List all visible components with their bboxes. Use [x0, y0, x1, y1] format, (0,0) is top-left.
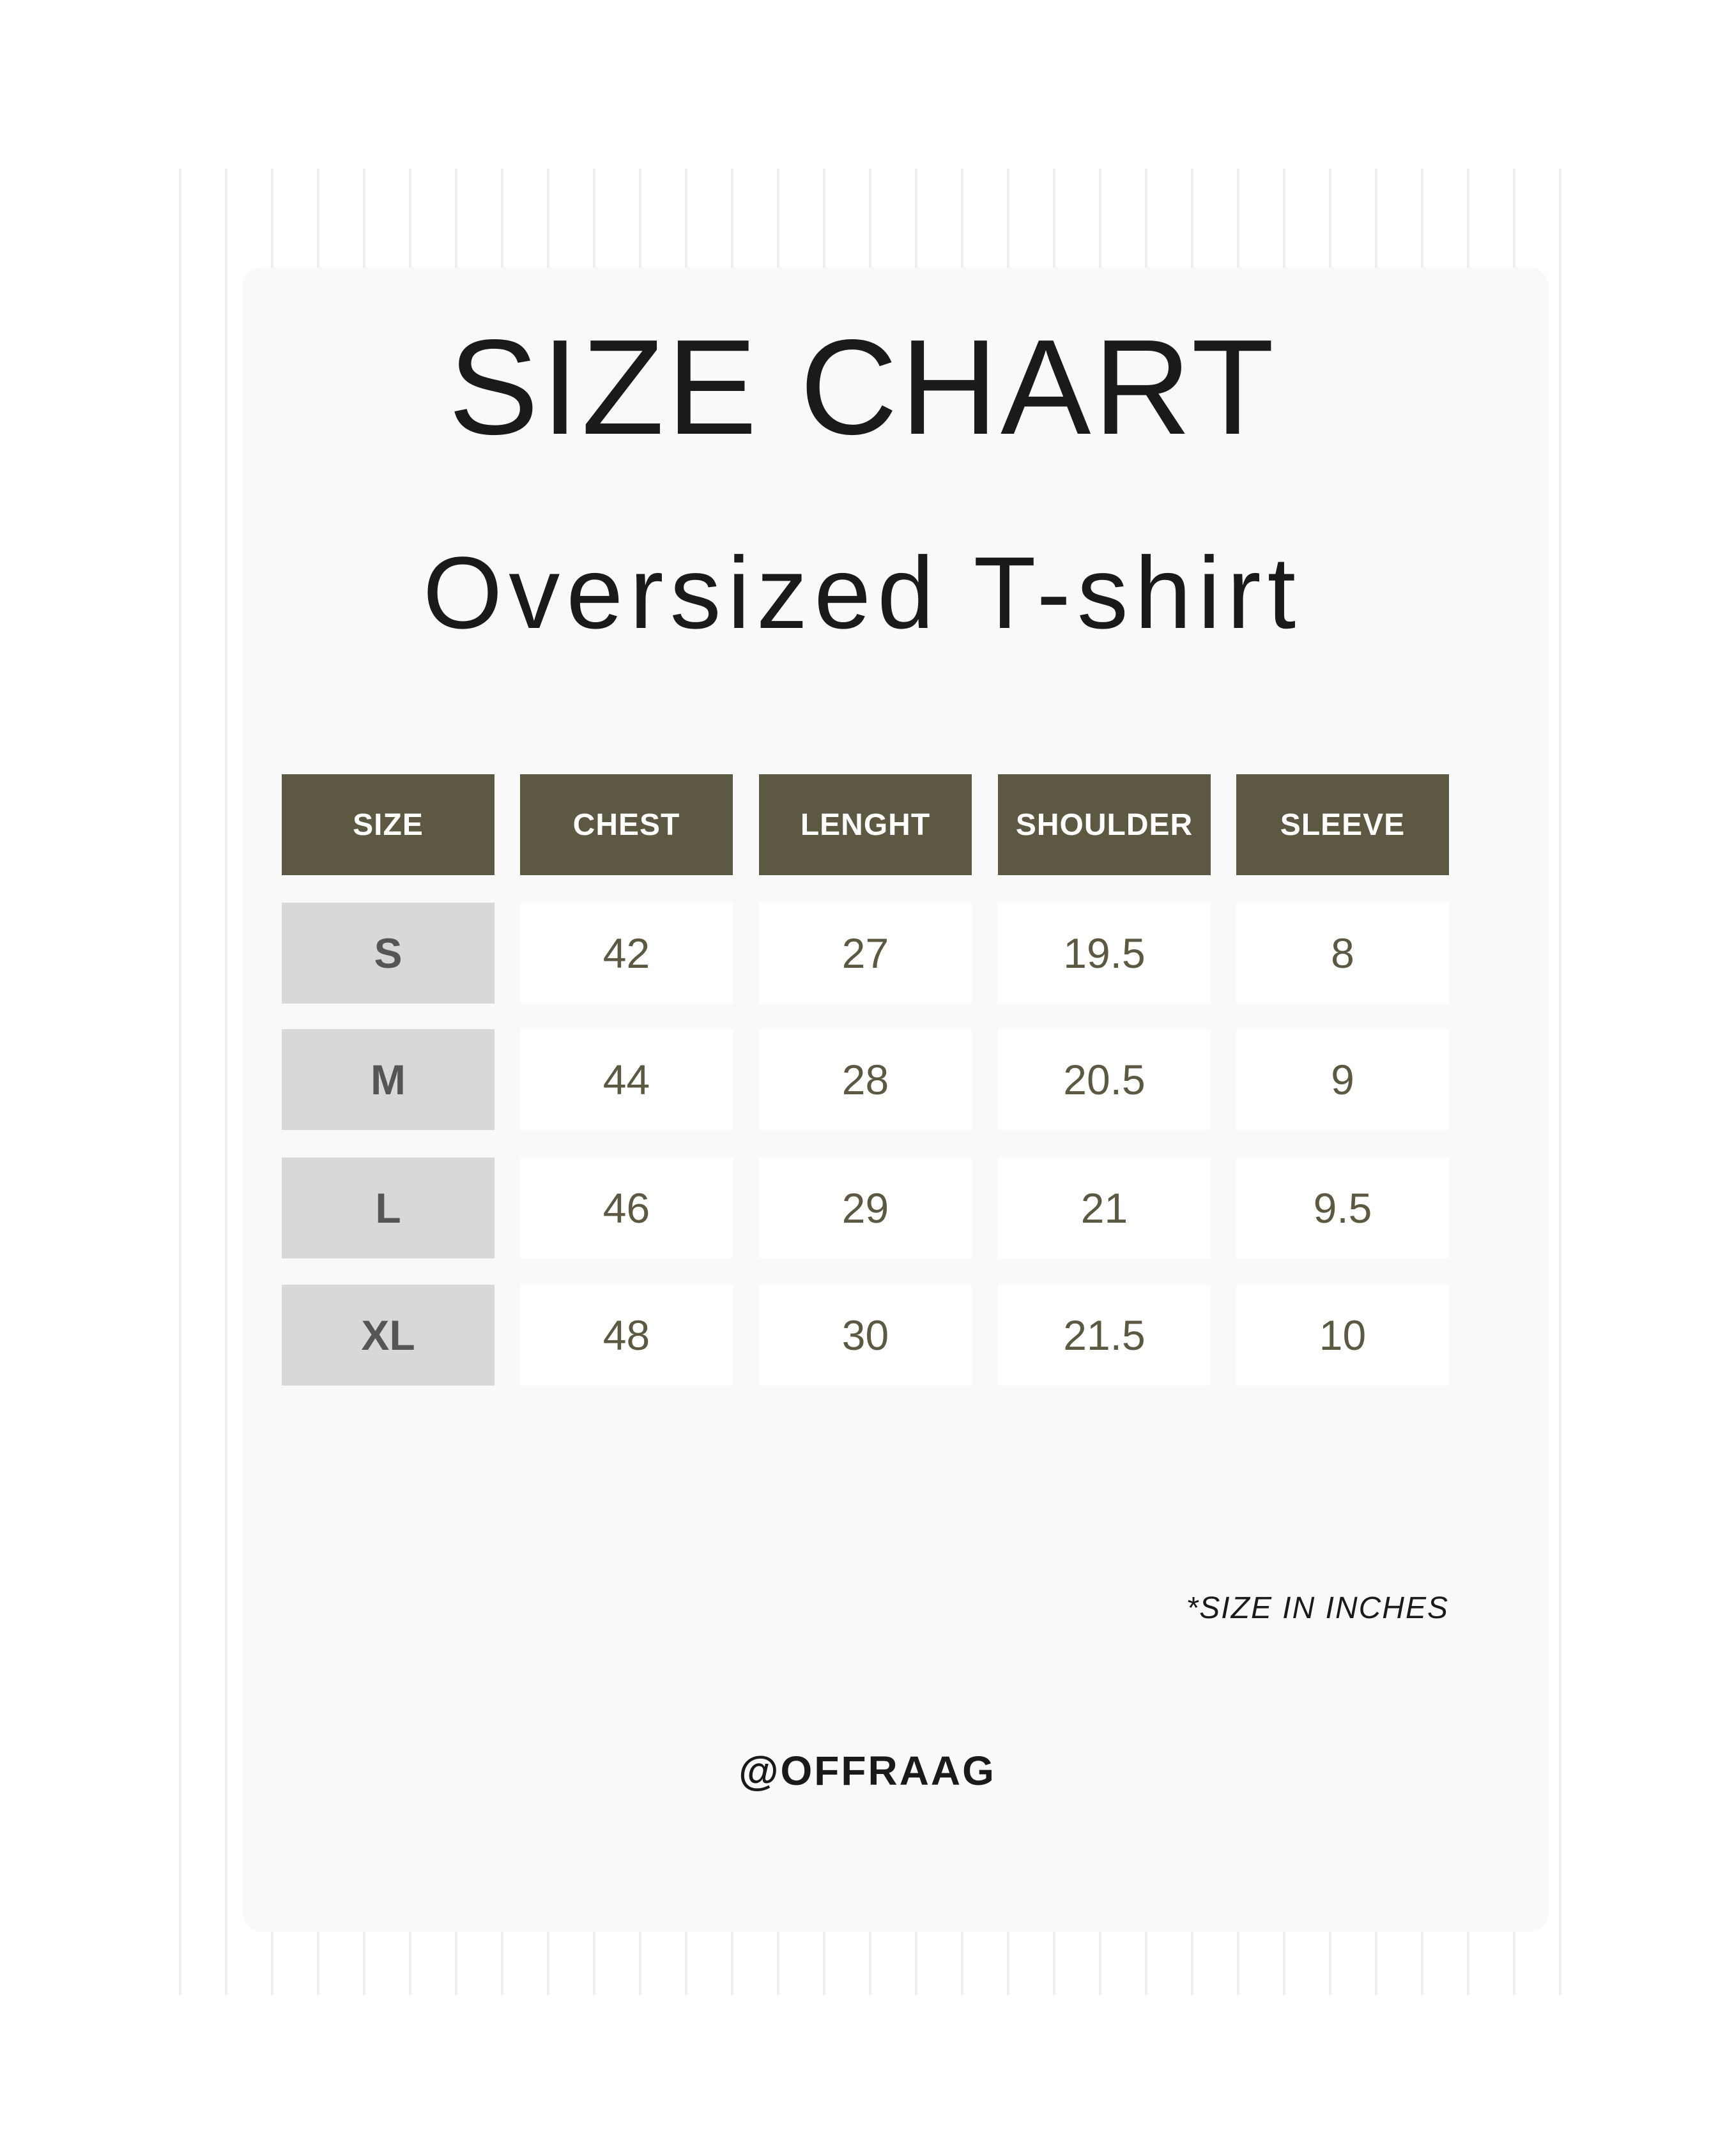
size-label-cell: S — [282, 903, 494, 1004]
measurement-cell: 27 — [759, 903, 972, 1004]
size-label-cell: M — [282, 1029, 494, 1130]
measurement-cell: 44 — [520, 1029, 733, 1130]
measurement-cell: 29 — [759, 1158, 972, 1258]
measurement-cell: 19.5 — [998, 903, 1211, 1004]
measurement-cell: 46 — [520, 1158, 733, 1258]
column-header-size: SIZE — [282, 774, 494, 875]
column-header-chest: CHEST — [520, 774, 733, 875]
measurement-cell: 9 — [1236, 1029, 1449, 1130]
column-header-sleeve: SLEEVE — [1236, 774, 1449, 875]
brand-handle: @OFFRAAG — [739, 1748, 996, 1794]
page-title: SIZE CHART — [448, 311, 1277, 463]
measurement-cell: 9.5 — [1236, 1158, 1449, 1258]
measurement-cell: 42 — [520, 903, 733, 1004]
measurement-cell: 8 — [1236, 903, 1449, 1004]
page-subtitle: Oversized T-shirt — [422, 535, 1303, 650]
measurement-cell: 30 — [759, 1285, 972, 1386]
measurement-cell: 21 — [998, 1158, 1211, 1258]
size-label-cell: L — [282, 1158, 494, 1258]
measurement-cell: 28 — [759, 1029, 972, 1130]
measurement-cell: 20.5 — [998, 1029, 1211, 1130]
measurement-cell: 48 — [520, 1285, 733, 1386]
size-label-cell: XL — [282, 1285, 494, 1386]
column-header-lenght: LENGHT — [759, 774, 972, 875]
units-note: *SIZE IN INCHES — [1186, 1591, 1449, 1625]
measurement-cell: 10 — [1236, 1285, 1449, 1386]
column-header-shoulder: SHOULDER — [998, 774, 1211, 875]
measurement-cell: 21.5 — [998, 1285, 1211, 1386]
